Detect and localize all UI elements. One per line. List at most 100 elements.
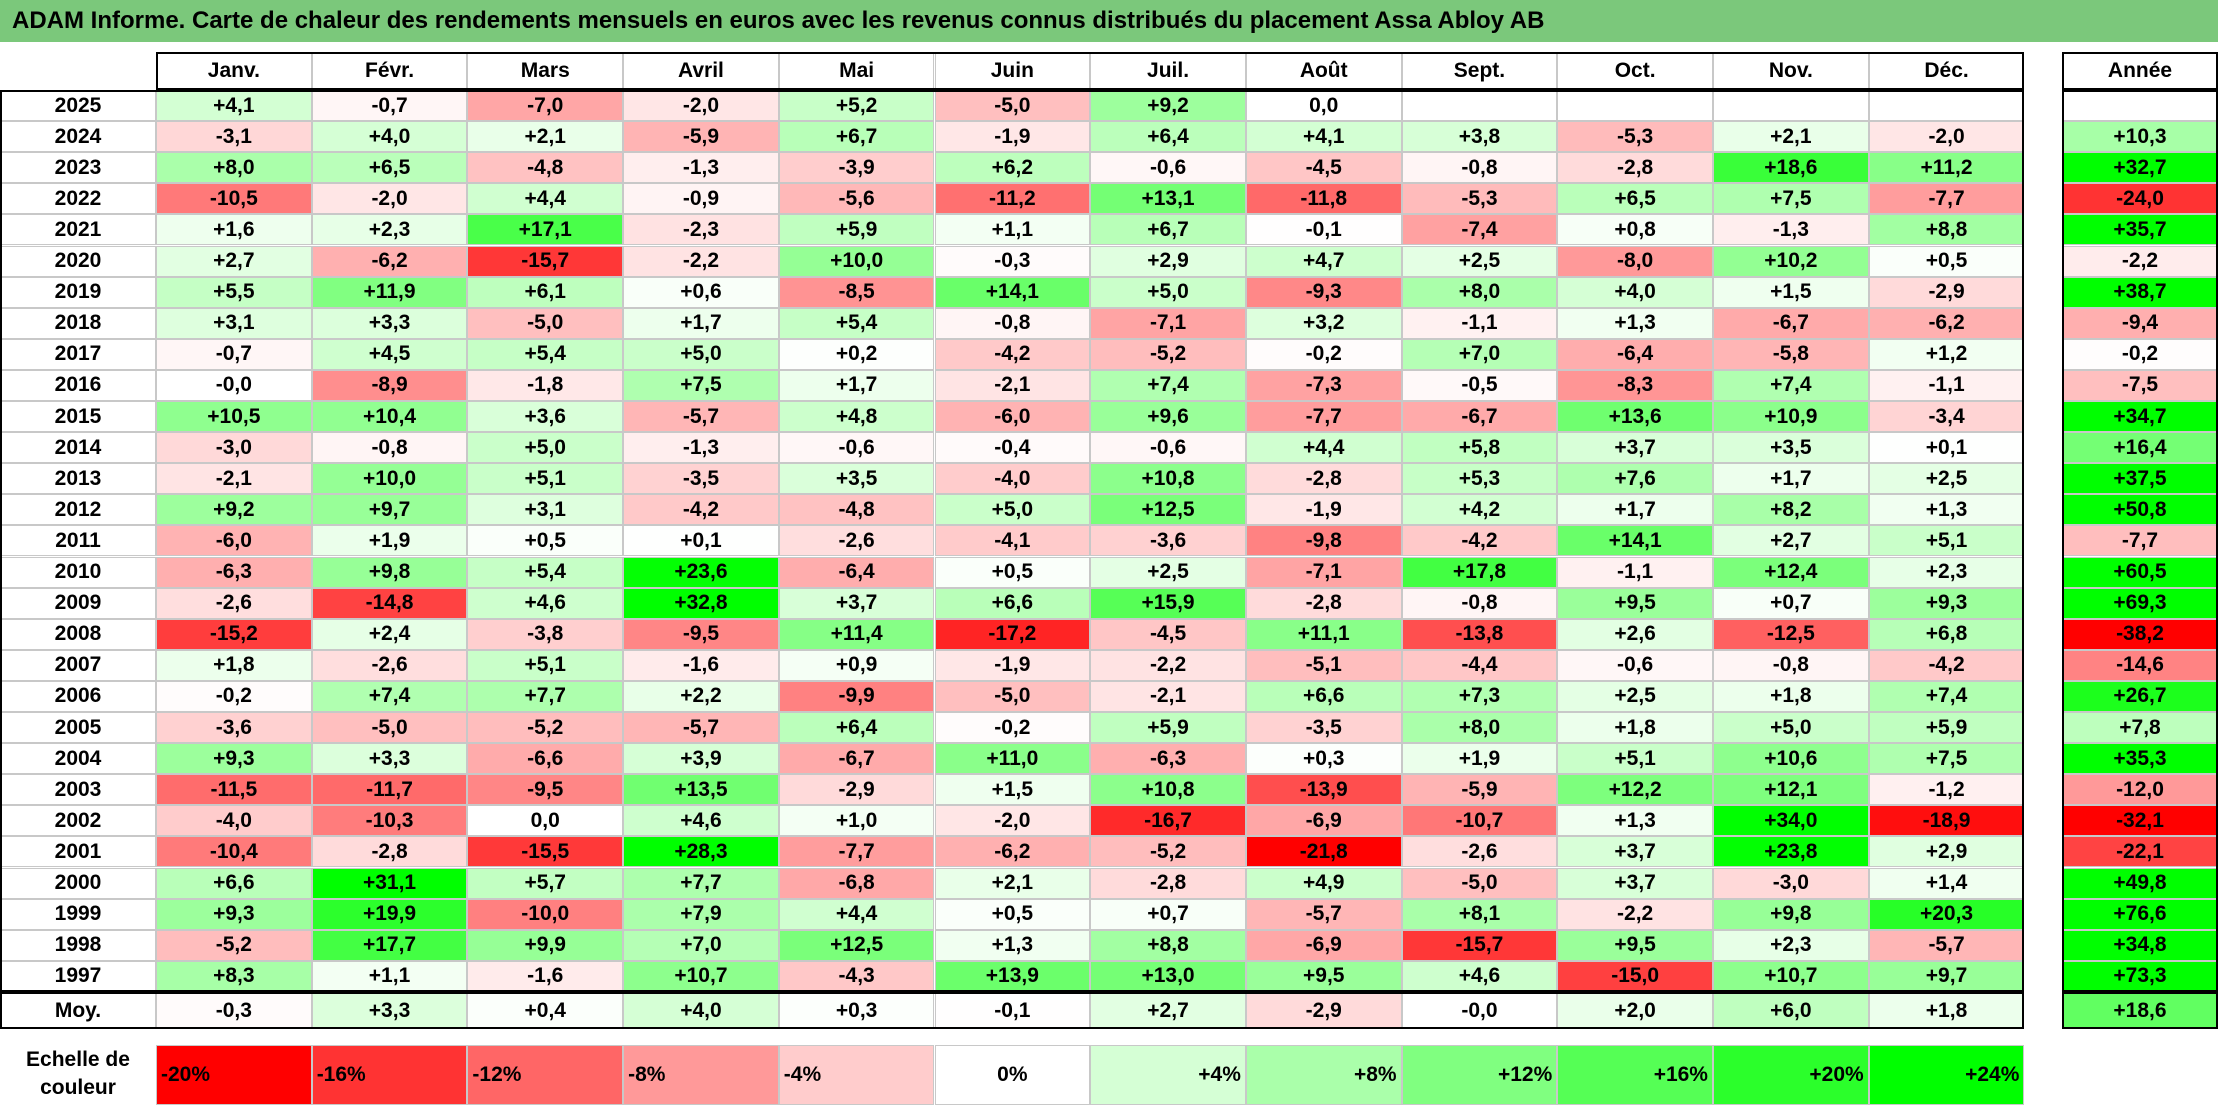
heatmap-cell: -5,7 bbox=[1245, 898, 1402, 930]
heatmap-cell: +5,1 bbox=[467, 649, 624, 681]
heatmap-cell: -5,0 bbox=[1401, 867, 1558, 899]
heatmap-cell: -1,6 bbox=[467, 960, 624, 992]
heatmap-cell: +6,5 bbox=[311, 152, 468, 184]
heatmap-cell: -13,8 bbox=[1401, 618, 1558, 650]
heatmap-cell: -9,8 bbox=[1245, 525, 1402, 557]
heatmap-cell: -0,8 bbox=[934, 307, 1091, 339]
heatmap-cell: +1,6 bbox=[156, 214, 312, 246]
month-header: Mai bbox=[778, 52, 935, 90]
heatmap-cell: -7,7 bbox=[778, 836, 935, 868]
heatmap-cell: -0,6 bbox=[778, 432, 935, 464]
month-header: Oct. bbox=[1557, 52, 1713, 90]
annual-cell: +49,8 bbox=[2062, 867, 2218, 899]
year-label: 2003 bbox=[0, 774, 156, 806]
heatmap-cell: +1,3 bbox=[934, 929, 1091, 961]
heatmap-cell: -7,7 bbox=[1868, 183, 2025, 215]
heatmap-cell: +9,8 bbox=[1713, 898, 1869, 930]
heatmap-cell: -6,2 bbox=[311, 245, 468, 277]
heatmap-cell: +1,8 bbox=[156, 649, 312, 681]
average-cell: -0,1 bbox=[934, 992, 1091, 1029]
heatmap-cell: +11,0 bbox=[934, 743, 1091, 775]
year-label: 2002 bbox=[0, 805, 156, 837]
heatmap-cell: -5,7 bbox=[623, 401, 779, 433]
heatmap-cell: +6,6 bbox=[934, 587, 1091, 619]
heatmap-cell: -8,3 bbox=[1557, 369, 1713, 401]
heatmap-cell: +12,5 bbox=[778, 929, 935, 961]
heatmap-cell: -9,9 bbox=[778, 680, 935, 712]
scale-swatch: +4% bbox=[1090, 1045, 1246, 1105]
heatmap-cell: -5,8 bbox=[1713, 338, 1869, 370]
heatmap-cell: -2,6 bbox=[1401, 836, 1558, 868]
heatmap-cell: +1,8 bbox=[1713, 680, 1869, 712]
heatmap-cell: +1,7 bbox=[1557, 494, 1713, 526]
heatmap-cell: -6,7 bbox=[1401, 401, 1558, 433]
heatmap-cell: +7,5 bbox=[1868, 743, 2025, 775]
heatmap-cell: +1,7 bbox=[778, 369, 935, 401]
heatmap-cell: +7,5 bbox=[623, 369, 779, 401]
year-label: 2021 bbox=[0, 214, 156, 246]
month-header: Avril bbox=[623, 52, 779, 90]
annual-cell: -22,1 bbox=[2062, 836, 2218, 868]
heatmap-cell: +2,2 bbox=[623, 680, 779, 712]
heatmap-cell: -3,8 bbox=[467, 618, 624, 650]
heatmap-cell: +2,3 bbox=[1868, 556, 2025, 588]
heatmap-cell: +20,3 bbox=[1868, 898, 2025, 930]
year-label: 2019 bbox=[0, 276, 156, 308]
heatmap-cell: -15,5 bbox=[467, 836, 624, 868]
heatmap-cell: -4,3 bbox=[778, 960, 935, 992]
heatmap-cell: -4,2 bbox=[934, 338, 1091, 370]
heatmap-cell: +0,1 bbox=[623, 525, 779, 557]
heatmap-cell: +6,7 bbox=[778, 121, 935, 153]
heatmap-cell: +13,9 bbox=[934, 960, 1091, 992]
heatmap-cell: +1,3 bbox=[1557, 307, 1713, 339]
heatmap-cell: -5,2 bbox=[467, 712, 624, 744]
heatmap-cell: +13,1 bbox=[1090, 183, 1246, 215]
heatmap-cell: +9,5 bbox=[1557, 929, 1713, 961]
heatmap-cell: +10,5 bbox=[156, 401, 312, 433]
heatmap-cell: +8,8 bbox=[1090, 929, 1246, 961]
month-header: Nov. bbox=[1713, 52, 1869, 90]
average-label: Moy. bbox=[0, 992, 156, 1029]
heatmap-cell: -0,2 bbox=[1245, 338, 1402, 370]
heatmap-cell: +3,9 bbox=[623, 743, 779, 775]
year-label: 2017 bbox=[0, 338, 156, 370]
heatmap-cell: -4,4 bbox=[1401, 649, 1558, 681]
heatmap-cell: -3,6 bbox=[1090, 525, 1246, 557]
annual-cell: -7,7 bbox=[2062, 525, 2218, 557]
annual-cell: -24,0 bbox=[2062, 183, 2218, 215]
heatmap-cell: -1,9 bbox=[934, 121, 1091, 153]
average-cell: +3,3 bbox=[311, 992, 468, 1029]
heatmap-cell: +5,2 bbox=[778, 90, 935, 122]
heatmap-cell: +12,1 bbox=[1713, 774, 1869, 806]
annual-cell: +60,5 bbox=[2062, 556, 2218, 588]
heatmap-cell: -6,7 bbox=[1713, 307, 1869, 339]
heatmap-cell: -2,8 bbox=[1245, 463, 1402, 495]
heatmap-cell: +2,5 bbox=[1557, 680, 1713, 712]
heatmap-cell: +8,0 bbox=[1401, 276, 1558, 308]
heatmap-cell: +1,2 bbox=[1868, 338, 2025, 370]
heatmap-cell: +4,6 bbox=[1401, 960, 1558, 992]
year-label: 2025 bbox=[0, 90, 156, 122]
heatmap-cell: +2,1 bbox=[1713, 121, 1869, 153]
heatmap-cell: -0,2 bbox=[156, 680, 312, 712]
heatmap-cell: +10,8 bbox=[1090, 463, 1246, 495]
heatmap-cell: -6,9 bbox=[1245, 929, 1402, 961]
heatmap-cell: +3,3 bbox=[311, 743, 468, 775]
average-cell: +0,4 bbox=[467, 992, 624, 1029]
heatmap-cell: +3,1 bbox=[467, 494, 624, 526]
heatmap-cell: -5,0 bbox=[311, 712, 468, 744]
heatmap-cell: +6,5 bbox=[1557, 183, 1713, 215]
heatmap-cell: -2,8 bbox=[1557, 152, 1713, 184]
average-cell: +2,7 bbox=[1090, 992, 1246, 1029]
heatmap-cell: +9,9 bbox=[467, 929, 624, 961]
heatmap-cell: -2,0 bbox=[311, 183, 468, 215]
year-label: 2008 bbox=[0, 618, 156, 650]
heatmap-cell: +3,1 bbox=[156, 307, 312, 339]
heatmap-cell: -2,1 bbox=[156, 463, 312, 495]
heatmap-cell: +2,3 bbox=[311, 214, 468, 246]
heatmap-cell: +5,0 bbox=[1713, 712, 1869, 744]
heatmap-cell: -7,1 bbox=[1090, 307, 1246, 339]
heatmap-cell: +1,9 bbox=[311, 525, 468, 557]
heatmap-cell: -4,0 bbox=[934, 463, 1091, 495]
heatmap-cell: +0,9 bbox=[778, 649, 935, 681]
